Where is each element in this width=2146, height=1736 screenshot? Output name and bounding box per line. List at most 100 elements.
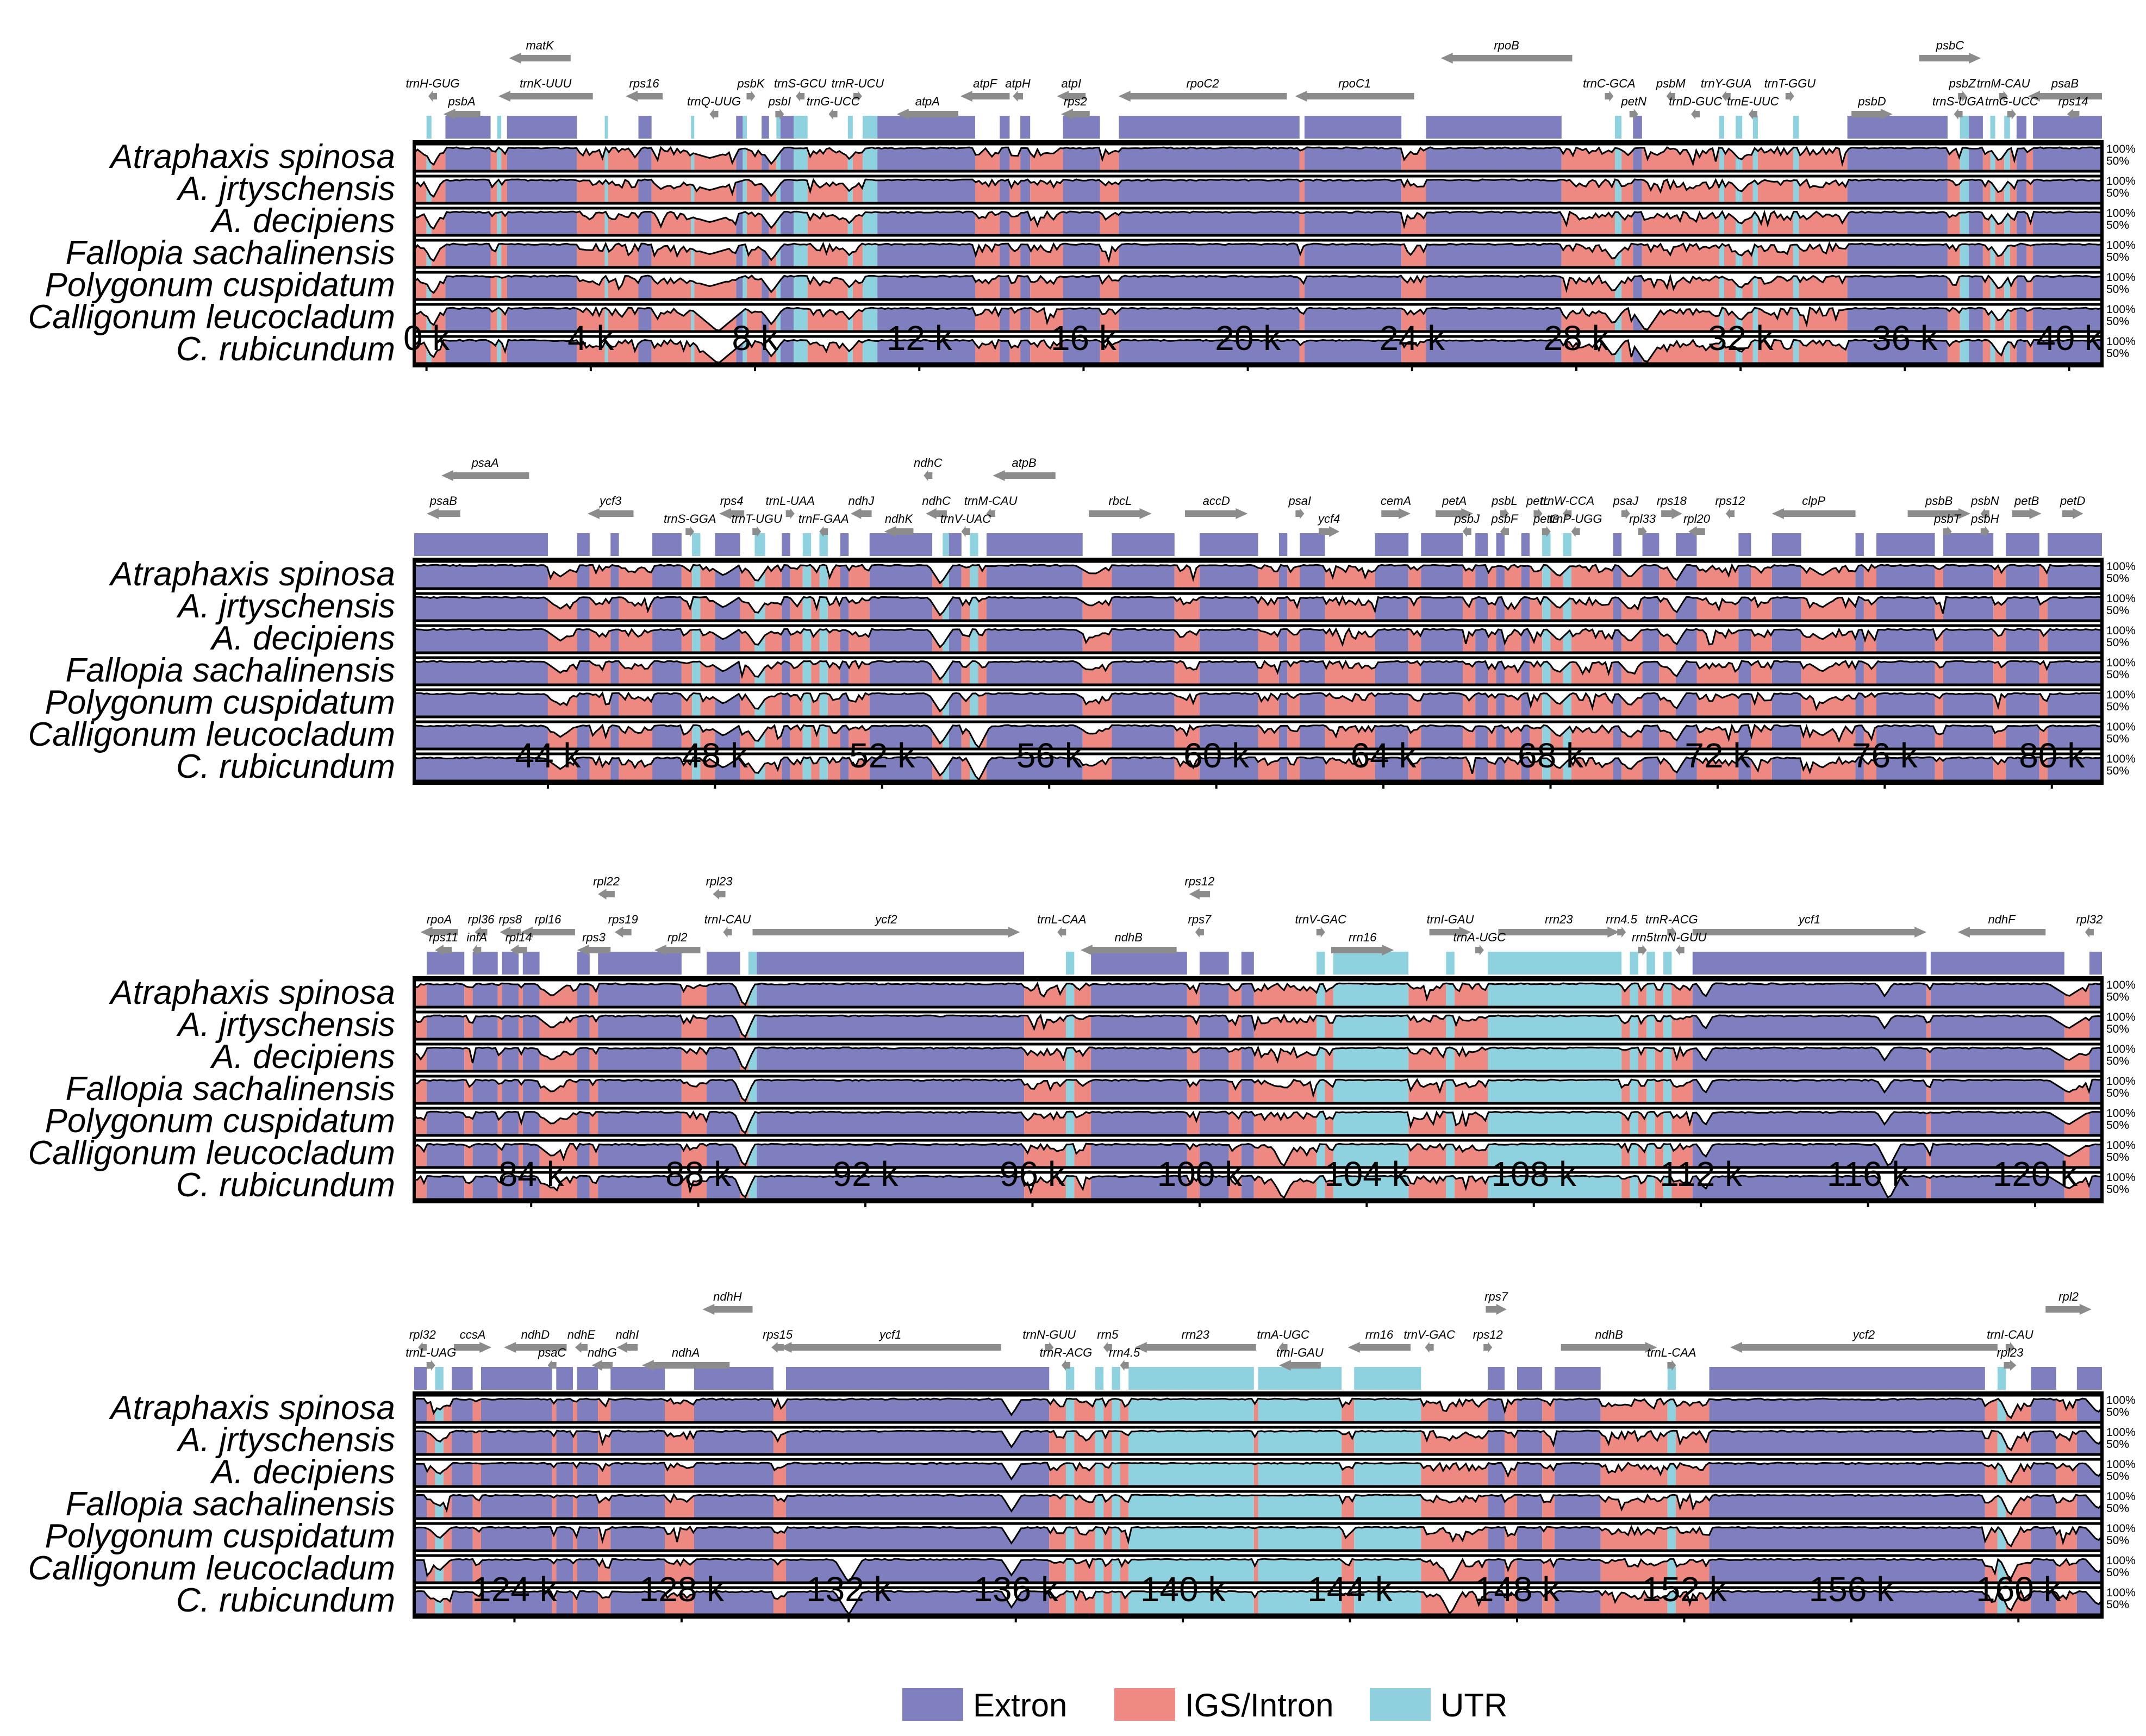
region-exon	[782, 561, 790, 589]
track-3: A. decipiens 100%50%	[209, 620, 2135, 657]
x-tick-label: 4 k	[567, 319, 614, 358]
region-exon	[1020, 304, 1031, 332]
x-tick-label: 144 k	[1307, 1570, 1393, 1609]
region-exon	[1000, 304, 1010, 332]
pct-50-label: 50%	[2106, 1470, 2129, 1483]
gene-label: trnQ-UUG	[687, 95, 741, 108]
gene-arrow	[475, 927, 488, 938]
annotation-block-exon	[2006, 533, 2039, 556]
gene-label: ndhA	[672, 1346, 700, 1359]
region-utr	[604, 336, 608, 364]
annotation-block-exon	[427, 952, 465, 975]
identity-gap-area	[414, 1172, 2102, 1198]
species-label: Calligonum leucocladum	[28, 716, 395, 753]
x-tick-label: 52 k	[849, 736, 915, 775]
gene-arrow	[1675, 945, 1685, 956]
gene-label: rrn4.5	[1109, 1346, 1140, 1359]
annotation-block-exon	[1517, 1367, 1543, 1390]
gene-label: ycf2	[1852, 1328, 1875, 1341]
gene-arrow	[960, 91, 1010, 102]
identity-gap-area	[414, 658, 2102, 679]
region-igs	[552, 1523, 557, 1551]
identity-curve	[414, 1589, 2103, 1616]
gene-arrow	[575, 1342, 588, 1353]
pct-50-label: 50%	[2106, 1119, 2129, 1132]
region-utr	[1960, 208, 1969, 235]
region-igs	[573, 1588, 577, 1615]
identity-curve	[414, 981, 2103, 1007]
gene-arrow	[1561, 1342, 1657, 1353]
gene-arrow	[428, 91, 437, 102]
annotation-block-exon	[736, 116, 743, 139]
track-7: C. rubicundum 100%50%	[176, 330, 2136, 368]
gene-annotations: ndhH rps7 rpl2 rpl32 ccsA ndhD ndhE ndhI rps15 yc…	[406, 1290, 2092, 1371]
gene-label: trnI-GAU	[1276, 1346, 1324, 1359]
x-tick-label: 136 k	[973, 1570, 1059, 1609]
gene-arrow	[1980, 508, 1989, 519]
region-igs	[501, 272, 507, 299]
region-igs	[1253, 1491, 1258, 1519]
region-utr	[604, 144, 608, 171]
region-utr	[1065, 1108, 1075, 1135]
x-tick-label: 104 k	[1324, 1154, 1410, 1194]
annotation-block-exon	[507, 116, 577, 139]
annotation-block-exon	[522, 952, 540, 975]
region-exon	[1278, 658, 1288, 685]
annotation-block-exon	[1969, 116, 1983, 139]
gene-label: trnE-UUC	[1727, 95, 1779, 108]
region-utr	[1719, 336, 1724, 364]
x-tick-label: 8 k	[732, 319, 778, 358]
region-utr	[1663, 1172, 1672, 1200]
gene-label: trnA-UGC	[1257, 1328, 1309, 1341]
annotation-block-utr	[1752, 116, 1758, 139]
gene-arrow	[1436, 508, 1474, 519]
region-utr	[2004, 144, 2010, 171]
region-exon	[1020, 336, 1031, 364]
species-label: A. decipiens	[209, 620, 395, 657]
gene-arrow	[1500, 526, 1509, 537]
species-label: A. jrtyschensis	[176, 1421, 395, 1459]
annotation-block-exon	[638, 116, 652, 139]
annotation-block-exon	[1112, 533, 1175, 556]
gene-arrow	[775, 109, 784, 120]
gene-label: trnN-GUU	[1022, 1328, 1076, 1341]
x-tick-label: 28 k	[1544, 319, 1610, 358]
annotation-block-utr	[1990, 116, 1995, 139]
region-utr	[1446, 1172, 1455, 1200]
gene-arrow	[1080, 945, 1177, 956]
x-tick-label: 68 k	[1518, 736, 1584, 775]
annotation-block-utr	[754, 533, 765, 556]
region-igs	[2026, 240, 2033, 267]
gene-label: rrn23	[1545, 913, 1573, 926]
gene-arrow	[1089, 508, 1152, 519]
pct-100-label: 100%	[2106, 1490, 2136, 1503]
annotation-block-exon	[2048, 533, 2102, 556]
gene-arrow	[1666, 91, 1675, 102]
region-utr	[1663, 1044, 1672, 1071]
gene-arrow	[1919, 53, 1981, 64]
gene-arrow	[587, 508, 634, 519]
region-igs	[978, 690, 987, 717]
track-5: Polygonum cuspidatum 100%50%	[45, 1518, 2136, 1555]
gene-arrow	[1498, 927, 1620, 938]
track-4: Fallopia sachalinensis 100%50%	[65, 652, 2135, 689]
annotation-block-exon	[949, 533, 962, 556]
region-utr	[1663, 980, 1672, 1007]
region-utr	[1446, 1076, 1455, 1103]
pct-100-label: 100%	[2106, 1554, 2136, 1567]
region-igs	[501, 304, 507, 332]
gene-label: ndhK	[885, 512, 914, 526]
x-tick-label: 24 k	[1379, 319, 1445, 358]
gene-arrow	[752, 526, 762, 537]
gene-label: ndhC	[922, 494, 951, 508]
pct-50-label: 50%	[2106, 283, 2129, 296]
region-utr	[1630, 1076, 1638, 1103]
annotation-block-exon	[1521, 533, 1530, 556]
annotation-block-exon	[762, 116, 769, 139]
annotation-block-exon	[577, 952, 590, 975]
region-exon	[1020, 208, 1031, 235]
region-exon	[610, 561, 619, 589]
identity-gap-area	[414, 176, 2102, 197]
annotation-block-exon	[1426, 116, 1562, 139]
region-utr	[1960, 176, 1969, 203]
